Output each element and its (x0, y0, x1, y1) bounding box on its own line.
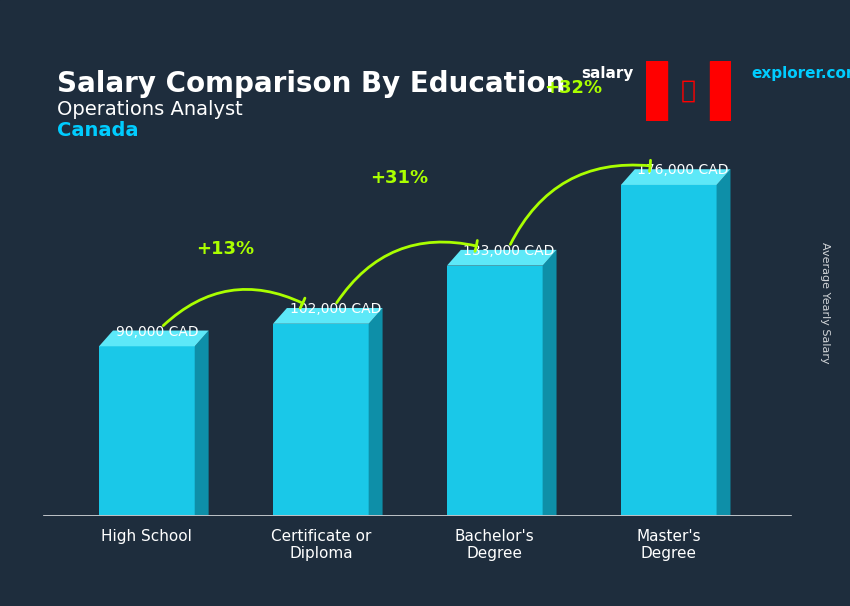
Text: 102,000 CAD: 102,000 CAD (290, 302, 381, 316)
Polygon shape (447, 250, 557, 265)
Polygon shape (717, 169, 730, 515)
Polygon shape (620, 169, 730, 185)
Text: explorer.com: explorer.com (751, 66, 850, 81)
Polygon shape (195, 330, 208, 515)
Text: +32%: +32% (544, 79, 602, 97)
Polygon shape (273, 308, 382, 324)
Polygon shape (369, 308, 382, 515)
Text: Average Yearly Salary: Average Yearly Salary (819, 242, 830, 364)
Polygon shape (542, 250, 557, 515)
Polygon shape (99, 346, 195, 515)
Text: 133,000 CAD: 133,000 CAD (463, 244, 555, 258)
Text: 🍁: 🍁 (681, 79, 696, 103)
Polygon shape (447, 265, 542, 515)
Text: +13%: +13% (196, 240, 254, 258)
Text: salary: salary (581, 66, 633, 81)
Text: Operations Analyst: Operations Analyst (58, 99, 243, 119)
Text: Canada: Canada (58, 121, 139, 140)
Polygon shape (620, 185, 717, 515)
Bar (710, 61, 731, 121)
Polygon shape (99, 330, 208, 346)
Text: 90,000 CAD: 90,000 CAD (116, 325, 198, 339)
Bar (646, 61, 667, 121)
Text: 176,000 CAD: 176,000 CAD (638, 164, 729, 178)
Text: Salary Comparison By Education: Salary Comparison By Education (58, 70, 566, 98)
Text: +31%: +31% (370, 169, 428, 187)
Polygon shape (273, 324, 369, 515)
